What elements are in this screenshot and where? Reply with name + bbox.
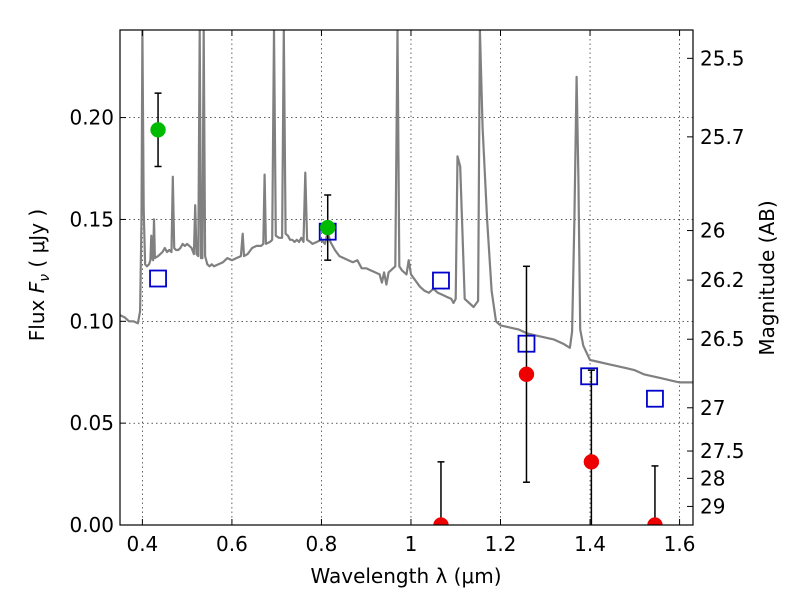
nondetection-point [583, 454, 600, 470]
y2-tick-label: 27 [700, 396, 725, 420]
x-tick-label: 0.4 [126, 532, 158, 556]
y2-axis-label: Magnitude (AB) [755, 200, 779, 355]
gridlines [120, 30, 693, 526]
y-tick-label: 0.00 [69, 513, 114, 537]
model-square-marker [432, 271, 450, 290]
y2-tick-label: 26 [700, 219, 725, 243]
x-axis-label: Wavelength λ (μm) [310, 564, 501, 588]
detection-point [150, 122, 166, 138]
plot-frame [119, 29, 694, 526]
y2-tick-label: 25.7 [700, 125, 745, 149]
sed-curve-line [120, 30, 693, 384]
x-tick-label: 1.4 [574, 532, 606, 556]
model-square-marker [646, 389, 664, 408]
x-tick-label: 0.8 [306, 532, 338, 556]
y2-tick-label: 28 [700, 466, 725, 490]
y2-tick-label: 27.5 [700, 439, 745, 463]
x-tick-label: 1.6 [664, 532, 696, 556]
y-tick-label: 0.05 [69, 411, 114, 435]
x-tick-label: 1.2 [485, 532, 517, 556]
y-axis-label-symbol: F [25, 281, 49, 293]
y-axis-label-suffix: ( μJy ) [25, 209, 49, 274]
y2-tick-label: 29 [700, 494, 725, 518]
y-tick-label: 0.15 [69, 207, 114, 231]
nondetection-point [647, 517, 663, 525]
sed-curve-layer [120, 30, 693, 384]
detection-point [319, 219, 336, 236]
model-square-marker [580, 367, 599, 386]
x-tick-label: 0.6 [216, 532, 248, 556]
y2-tick-label: 26.5 [700, 327, 745, 351]
nondetection-point [518, 366, 535, 383]
y2-tick-label: 26.2 [700, 268, 745, 292]
y-tick-label: 0.20 [69, 106, 114, 130]
y2-tick-label: 25.5 [700, 46, 745, 70]
y-axis-label-prefix: Flux [25, 293, 49, 341]
y-axis-label-subscript: ν [37, 274, 53, 282]
y-axis-label: Flux Fν ( μJy ) [25, 209, 53, 341]
nondetection-point [433, 517, 449, 525]
axis-ticks: 0.4 0.6 0.8 1 1.2 1.4 1.6 0.00 0.05 0.10 0.15 0.20 2… [69, 30, 745, 556]
y-tick-label: 0.10 [69, 309, 114, 333]
data-markers [149, 92, 664, 525]
x-tick-label: 1 [405, 532, 418, 556]
model-square-marker [149, 269, 167, 288]
